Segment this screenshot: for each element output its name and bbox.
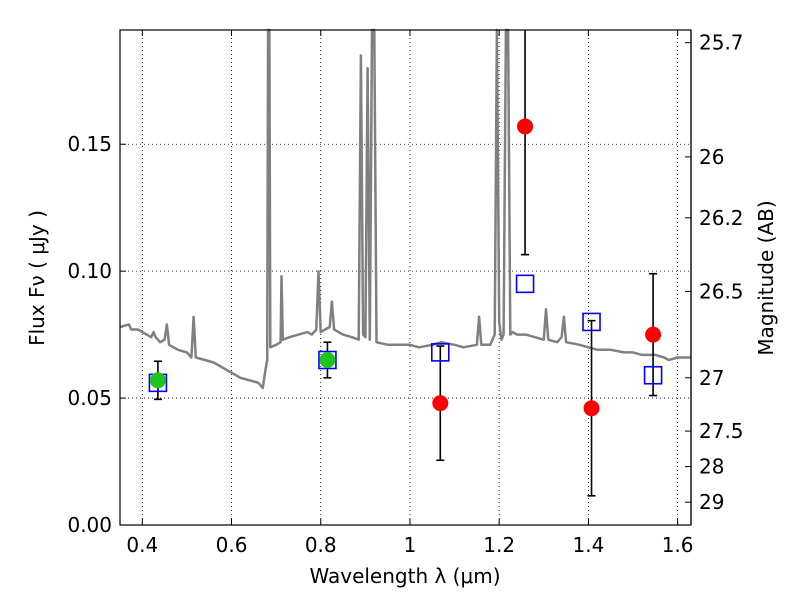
y-axis-ticks: 0.00 0.05 0.10 0.15 — [67, 132, 126, 537]
marker-layer — [148, 118, 663, 417]
y-axis-label: Flux Fν ( μJy ) — [25, 210, 49, 346]
data-point — [517, 118, 534, 135]
model-square-marker — [430, 343, 450, 362]
y-tick-label: 0.05 — [67, 386, 112, 410]
model-square-marker — [582, 312, 601, 332]
model-square-marker — [515, 274, 535, 294]
magnitude-tick-label: 28 — [699, 455, 724, 479]
y-tick-label: 0.10 — [67, 259, 112, 283]
magnitude-tick-label: 26.2 — [699, 206, 744, 230]
data-point — [432, 395, 449, 412]
model-square-marker — [318, 350, 337, 370]
data-point — [319, 352, 336, 368]
magnitude-tick-label: 27 — [699, 366, 724, 390]
spectrum-layer — [119, 28, 691, 390]
errorbar-layer — [153, 30, 658, 497]
x-tick-label: 1 — [404, 533, 417, 557]
y-tick-label: 0.00 — [67, 513, 112, 537]
x-tick-label: 1.6 — [662, 533, 694, 557]
model-square-marker — [643, 365, 663, 385]
x-tick-label: 0.4 — [126, 533, 158, 557]
magnitude-axis-ticks: 25.7 26 26.2 26.5 27 27.5 28 29 — [685, 31, 744, 514]
plot-frame — [119, 29, 692, 526]
magnitude-tick-label: 29 — [699, 490, 724, 514]
y-tick-label: 0.15 — [67, 132, 112, 156]
magnitude-axis-label: Magnitude (AB) — [754, 200, 778, 355]
data-point — [149, 372, 166, 389]
x-axis-ticks: 0.4 0.6 0.8 1 1.2 1.4 1.6 — [126, 30, 694, 557]
magnitude-tick-label: 26.5 — [699, 279, 744, 303]
spectrum-line — [119, 28, 691, 390]
x-tick-label: 1.4 — [572, 533, 604, 557]
data-point — [645, 326, 662, 343]
x-axis-label: Wavelength λ (μm) — [309, 564, 500, 588]
data-point — [583, 400, 600, 417]
x-tick-label: 1.2 — [483, 533, 515, 557]
x-tick-label: 0.6 — [216, 533, 248, 557]
x-tick-label: 0.8 — [305, 533, 337, 557]
magnitude-tick-label: 25.7 — [699, 31, 744, 55]
magnitude-tick-label: 26 — [699, 145, 724, 169]
magnitude-tick-label: 27.5 — [699, 419, 744, 443]
grid — [120, 30, 691, 526]
